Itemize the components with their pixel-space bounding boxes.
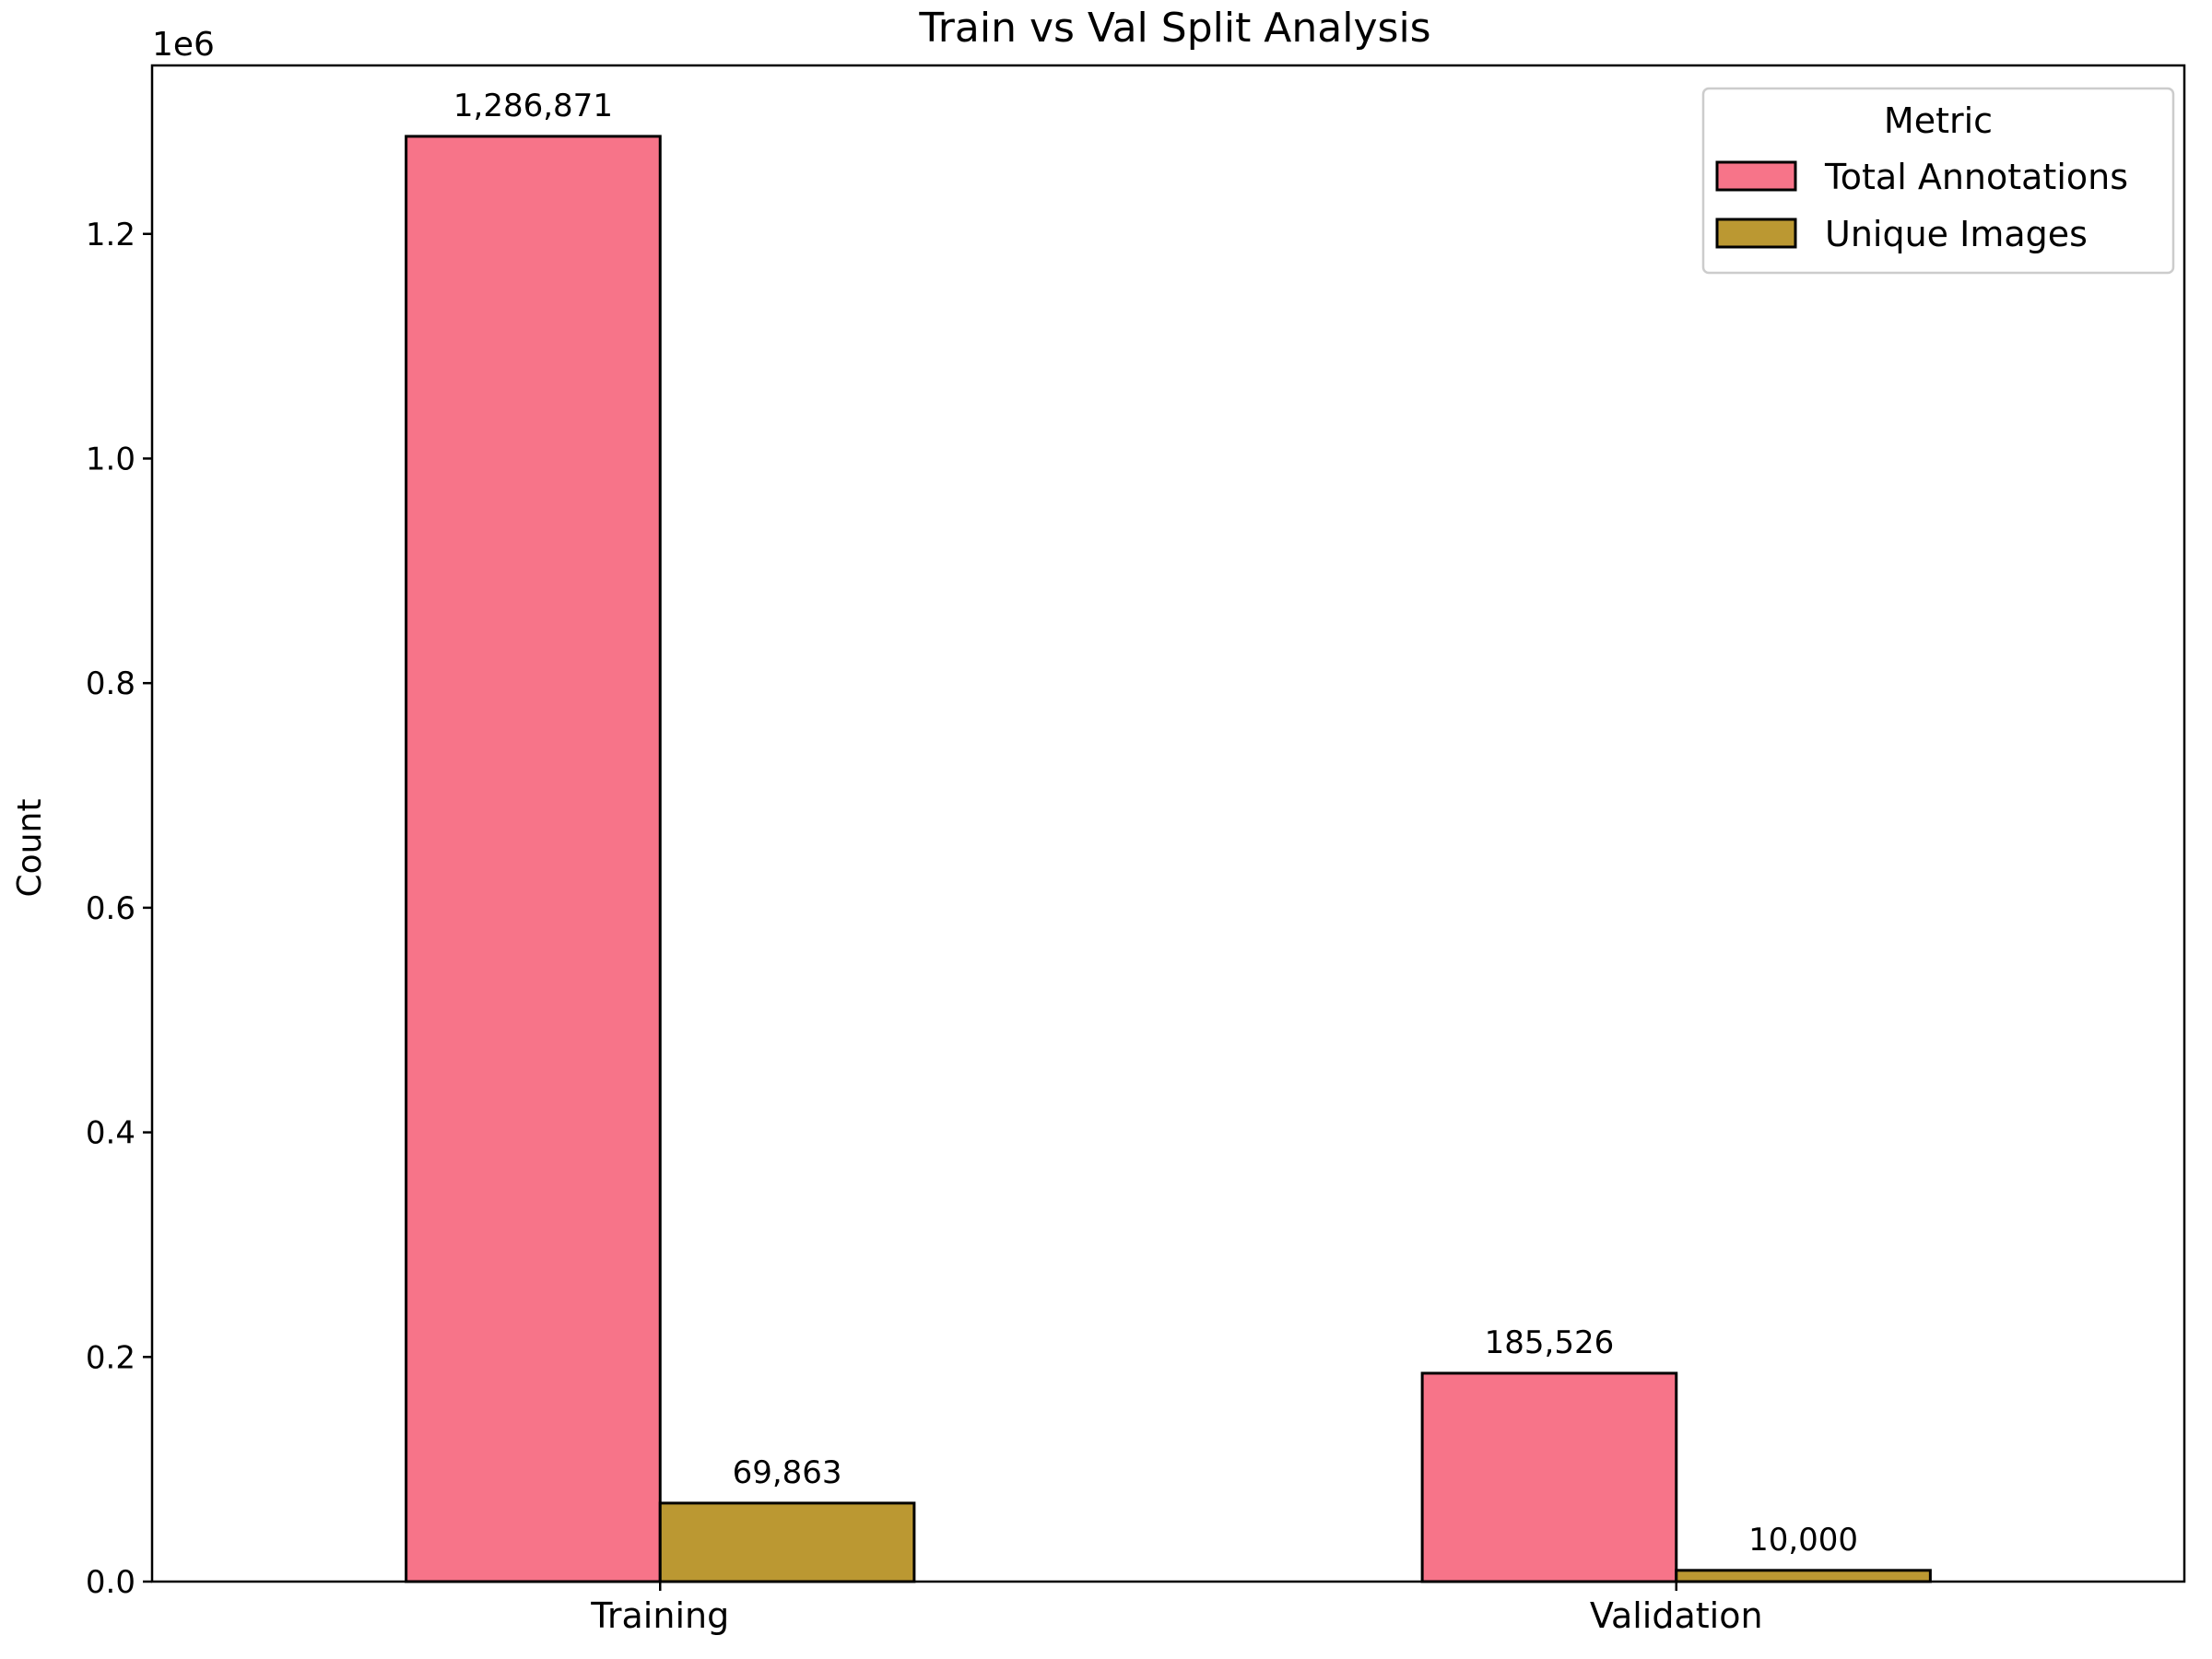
x-tick-label: Training <box>590 1595 729 1636</box>
legend-frame <box>1701 87 2175 275</box>
y-tick-label: 0.0 <box>86 1564 135 1601</box>
plot-area-frame <box>150 64 2186 1583</box>
legend-entry-label: Unique Images <box>1825 214 2088 254</box>
bar-group <box>405 135 1932 1583</box>
x-axis-ticks: Training Validation <box>590 1582 1763 1636</box>
legend-swatch <box>1715 160 1797 192</box>
bar-data-label: 69,863 <box>733 1454 842 1491</box>
bar-total-annotations-training <box>405 135 662 1583</box>
y-axis-label: Count <box>11 799 49 898</box>
legend-swatch <box>1715 218 1797 249</box>
bar-data-label: 1,286,871 <box>453 88 613 124</box>
bar-data-label: 185,526 <box>1485 1324 1615 1361</box>
bar-data-label: 10,000 <box>1748 1522 1858 1559</box>
bar-unique-images-training <box>658 1501 916 1583</box>
legend-title: Metric <box>1884 100 1993 141</box>
y-axis-ticks: 0.0 0.2 0.4 0.6 0.8 1.0 1.2 <box>86 217 152 1601</box>
legend-entry-label: Total Annotations <box>1824 157 2128 197</box>
y-tick-label: 0.4 <box>86 1115 135 1152</box>
bar-total-annotations-validation <box>1420 1371 1678 1583</box>
y-tick-label: 0.2 <box>86 1339 135 1376</box>
y-tick-label: 1.2 <box>86 217 135 253</box>
y-tick-label: 0.6 <box>86 890 135 927</box>
x-tick-label: Validation <box>1590 1595 1763 1636</box>
y-axis-scale-label: 1e6 <box>152 26 215 64</box>
chart-title: Train vs Val Split Analysis <box>918 5 1430 52</box>
y-tick-label: 0.8 <box>86 665 135 702</box>
bar-unique-images-validation <box>1675 1569 1932 1583</box>
legend: Metric Total Annotations Unique Images <box>1701 87 2175 275</box>
bar-data-labels: 1,286,871 185,526 69,863 10,000 <box>453 88 1858 1559</box>
y-tick-label: 1.0 <box>86 441 135 477</box>
